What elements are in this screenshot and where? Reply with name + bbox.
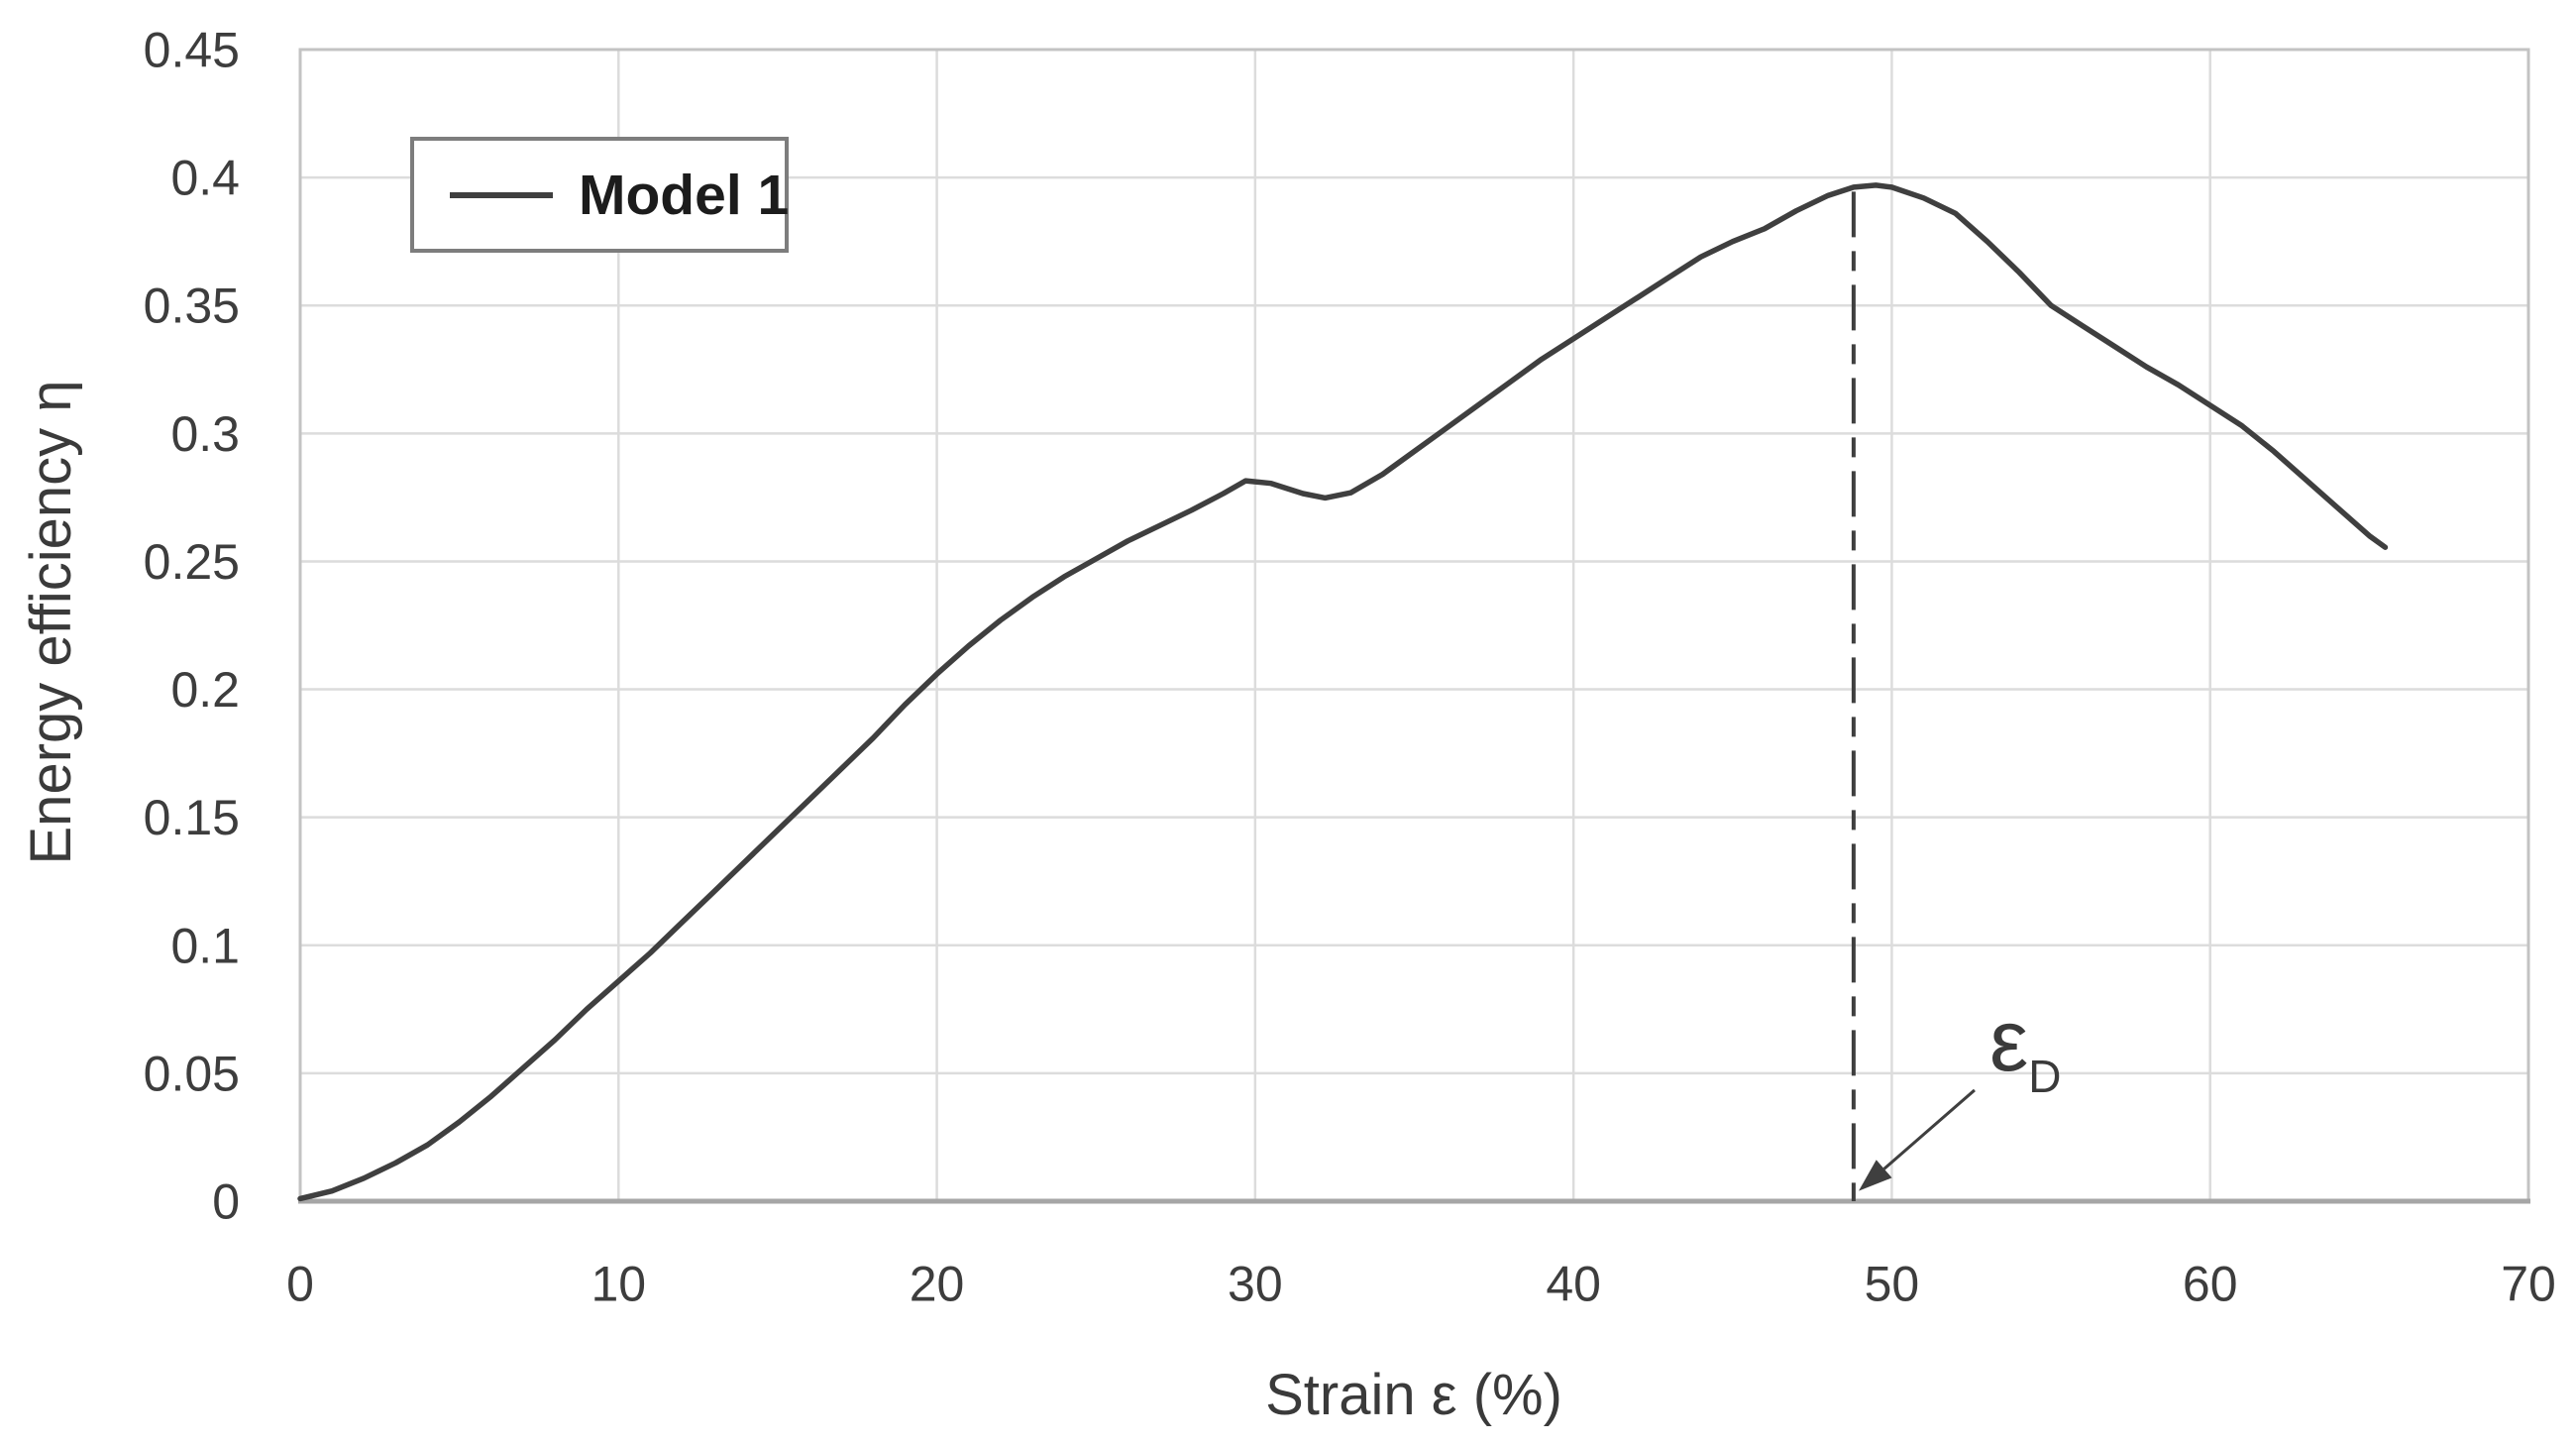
legend: Model 1 <box>410 137 789 253</box>
annotation-arrow-line <box>1882 1088 1976 1170</box>
x-tick-label: 30 <box>1228 1257 1283 1312</box>
x-tick-label: 0 <box>286 1257 314 1312</box>
y-tick-label: 0.3 <box>170 406 240 462</box>
y-tick-label: 0.25 <box>144 534 240 590</box>
y-tick-label: 0.35 <box>144 278 240 334</box>
x-tick-label: 70 <box>2501 1257 2556 1312</box>
series-line-model-1 <box>297 182 2389 1202</box>
annotation-arrow-head <box>1859 1160 1892 1191</box>
epsilon-subscript: D <box>2028 1051 2062 1102</box>
y-tick-label: 0.05 <box>144 1046 240 1101</box>
x-tick-label: 10 <box>590 1257 646 1312</box>
x-tick-label: 20 <box>910 1257 965 1312</box>
y-tick-label: 0.45 <box>144 23 240 78</box>
densification-strain-annotation: εD <box>1989 997 2061 1103</box>
x-tick-label: 60 <box>2183 1257 2238 1312</box>
epsilon-symbol: ε <box>1989 991 2029 1089</box>
y-axis-title: Energy efficiency η <box>19 380 83 865</box>
x-tick-label: 50 <box>1865 1257 1920 1312</box>
y-tick-label: 0 <box>212 1174 240 1230</box>
x-axis-title: Strain ε (%) <box>1265 1363 1562 1427</box>
y-tick-label: 0.15 <box>144 790 240 845</box>
x-tick-label: 40 <box>1546 1257 1601 1312</box>
legend-label: Model 1 <box>579 163 790 227</box>
y-tick-label: 0.2 <box>170 662 240 718</box>
legend-line-swatch <box>450 191 553 198</box>
y-tick-label: 0.4 <box>170 151 240 206</box>
y-tick-label: 0.1 <box>170 918 240 973</box>
